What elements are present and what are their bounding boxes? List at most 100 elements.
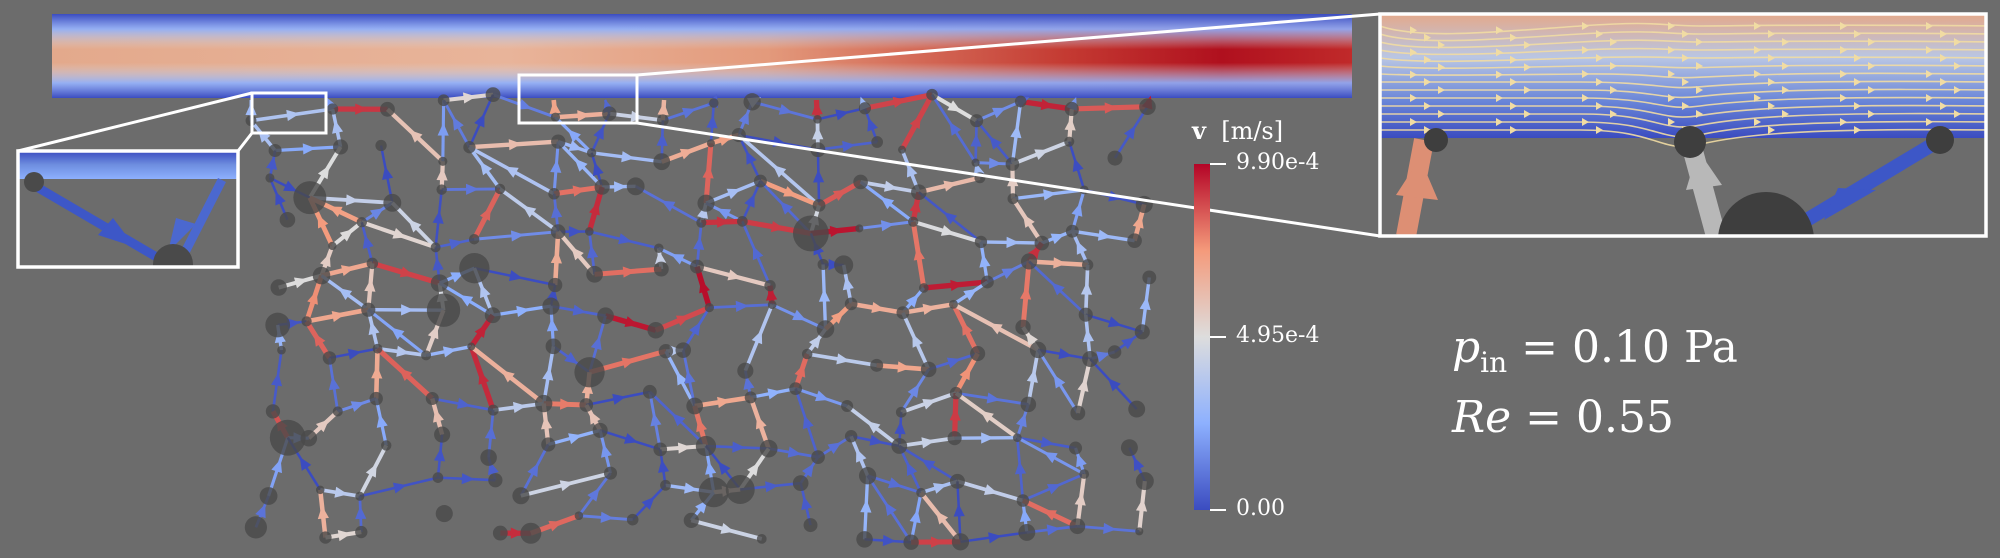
streamline-arrow	[1696, 62, 1703, 70]
network-node	[602, 106, 617, 121]
network-node	[1016, 494, 1030, 507]
flow-arrow	[979, 254, 991, 268]
streamline-arrow	[1754, 70, 1761, 78]
flow-arrow	[780, 201, 794, 215]
flow-arrow	[981, 432, 994, 444]
streamline-arrow	[1940, 102, 1947, 110]
flow-arrow	[355, 103, 369, 115]
streamline-arrow	[1954, 62, 1961, 70]
flow-arrow	[571, 246, 584, 261]
streamline-arrow	[1582, 46, 1589, 54]
streamline-arrow	[1696, 86, 1703, 94]
streamline-arrow	[1854, 78, 1861, 86]
network-node	[1120, 439, 1138, 457]
streamline-arrow	[1596, 78, 1603, 86]
streamline-arrow	[1926, 118, 1933, 126]
streamline-arrow	[1582, 22, 1589, 30]
flow-arrow	[568, 433, 582, 445]
flow-arrow	[983, 484, 998, 495]
flow-arrow	[743, 376, 755, 390]
network-node	[803, 518, 818, 533]
flow-arrow	[1076, 453, 1087, 468]
flow-arrow	[1046, 524, 1061, 536]
flow-arrow	[368, 321, 380, 336]
network-node	[817, 258, 829, 271]
streamline-arrow	[1840, 118, 1847, 126]
flow-arrow	[744, 193, 755, 208]
flow-arrow	[988, 532, 1002, 544]
network-node	[1134, 324, 1150, 340]
network-node	[858, 467, 877, 485]
flow-arrow	[432, 257, 444, 271]
flow-arrow	[549, 100, 561, 114]
flow-arrow	[766, 287, 778, 301]
streamline-arrow	[1682, 54, 1689, 62]
flow-arrow	[661, 200, 676, 212]
network-node	[592, 422, 608, 438]
network-node	[1127, 233, 1142, 248]
streamline-arrow	[1926, 46, 1933, 54]
flow-arrow	[747, 462, 760, 477]
network-node	[355, 491, 365, 501]
network-node	[743, 93, 761, 111]
flow-arrow	[815, 390, 829, 402]
flow-arrow	[949, 407, 961, 421]
pressure-value: = 0.10 Pa	[1521, 322, 1738, 373]
network-node	[896, 306, 910, 320]
flow-arrow	[738, 111, 749, 125]
network-node	[380, 101, 395, 117]
network-node	[268, 143, 282, 158]
inset-right	[1378, 12, 1988, 238]
streamline-arrow	[1424, 55, 1431, 64]
network-node	[1078, 307, 1093, 322]
colorbar-unit: [m/s]	[1221, 117, 1284, 145]
network-node	[551, 134, 566, 149]
flow-arrow	[522, 205, 537, 218]
flow-arrow	[315, 419, 330, 433]
colorbar-mid-label: 4.95e-4	[1236, 323, 1320, 348]
flow-arrow	[897, 361, 911, 373]
flow-arrow	[434, 448, 446, 462]
flow-arrow	[317, 214, 329, 229]
flow-arrow	[1020, 286, 1032, 300]
network-node	[891, 438, 908, 454]
streamline-arrow	[1854, 102, 1861, 110]
inset-left	[16, 149, 240, 269]
network-node	[1082, 259, 1094, 271]
network-node	[259, 487, 278, 505]
flow-arrow	[675, 315, 690, 326]
streamline-arrow	[1868, 62, 1875, 70]
flow-arrow	[1050, 233, 1065, 245]
network-node	[467, 342, 476, 351]
network-node	[626, 177, 645, 196]
network-node	[656, 114, 669, 127]
flow-arrow	[808, 335, 822, 349]
flow-arrow	[943, 212, 958, 225]
flow-arrow	[587, 488, 600, 502]
flow-arrow	[1104, 102, 1118, 114]
streamline-arrow	[1424, 126, 1431, 134]
network-node	[653, 261, 669, 277]
zoom-connectors	[17, 12, 1381, 238]
network-node	[811, 450, 825, 465]
flow-arrow	[618, 233, 632, 245]
streamline-arrow	[1610, 62, 1617, 70]
network-node	[468, 234, 480, 245]
flow-arrow	[255, 504, 266, 519]
flow-arrow	[479, 206, 491, 221]
flow-arrow	[452, 116, 464, 131]
flow-arrow	[614, 181, 627, 193]
flow-arrow	[399, 266, 414, 278]
flow-arrow	[365, 463, 377, 478]
flow-arrow	[963, 288, 978, 301]
network-node	[545, 338, 562, 355]
flow-arrow	[516, 305, 530, 317]
flow-arrow	[1006, 236, 1020, 248]
network-node	[319, 531, 332, 544]
flow-arrow	[705, 461, 717, 475]
network-node	[695, 435, 717, 457]
flow-arrow	[542, 367, 554, 381]
flow-arrow	[962, 321, 973, 336]
flow-arrow	[842, 140, 856, 153]
flow-arrow	[480, 161, 493, 176]
